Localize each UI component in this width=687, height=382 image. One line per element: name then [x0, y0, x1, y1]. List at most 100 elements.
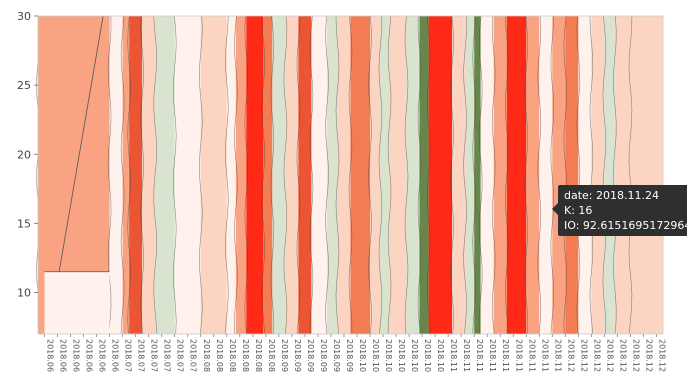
contour-band — [311, 16, 328, 334]
contour-band — [174, 16, 201, 334]
x-tick-label: 2018.11 — [488, 339, 497, 372]
x-tick-label: 2018.11 — [475, 339, 484, 372]
x-tick-label: 2018.08 — [228, 339, 237, 372]
contour-line — [107, 15, 112, 335]
x-tick-label: 2018.09 — [280, 339, 289, 372]
x-tick-label: 2018.09 — [332, 339, 341, 372]
contour-line — [463, 15, 467, 335]
contour-band — [406, 16, 420, 334]
y-tick-label: 10 — [17, 287, 31, 300]
contour-line — [537, 15, 542, 335]
x-tick-label: 2018.07 — [176, 339, 185, 372]
contour-band — [630, 16, 663, 334]
x-tick-label: 2018.10 — [384, 339, 393, 372]
contour-band — [380, 16, 390, 334]
x-tick-label: 2018.10 — [410, 339, 419, 372]
x-tick-label: 2018.10 — [358, 339, 367, 372]
contour-line — [563, 15, 568, 335]
x-tick-label: 2018.12 — [631, 339, 640, 372]
contour-band — [428, 16, 453, 334]
contour-band — [129, 16, 143, 334]
x-tick-label: 2018.11 — [514, 339, 523, 372]
contour-line — [378, 16, 383, 335]
x-tick-label: 2018.08 — [215, 339, 224, 372]
contour-band — [539, 16, 553, 334]
contour-band — [285, 16, 299, 334]
tooltip-date: date: 2018.11.24 — [564, 189, 659, 202]
contour-band — [506, 16, 527, 334]
contour-band — [155, 16, 175, 334]
x-tick-label: 2018.12 — [592, 339, 601, 372]
x-tick-label: 2018.11 — [553, 339, 562, 372]
x-tick-label: 2018.11 — [527, 339, 536, 372]
contour-line — [368, 15, 372, 335]
y-tick-label: 30 — [17, 10, 31, 23]
contour-line — [602, 15, 607, 335]
contour-band — [142, 16, 156, 334]
contour-line — [199, 15, 203, 335]
x-tick-label: 2018.09 — [306, 339, 315, 372]
contour-band — [272, 16, 286, 334]
x-tick-label: 2018.09 — [345, 339, 354, 372]
contour-line — [270, 15, 275, 335]
contour-line — [628, 15, 633, 335]
contour-line — [387, 15, 392, 335]
contour-line — [417, 15, 422, 335]
tooltip-io: IO: 92.61516951729641 — [564, 219, 687, 232]
contour-bottom-region — [44, 271, 110, 334]
contour-band — [591, 16, 605, 334]
contour-band — [419, 16, 429, 334]
contour-line — [153, 15, 158, 335]
tooltip-k: K: 16 — [564, 204, 593, 217]
plot-border — [37, 15, 664, 335]
contour-line — [491, 15, 496, 335]
contour-line — [325, 15, 329, 335]
y-tick-label: 20 — [17, 148, 31, 161]
x-tick-label: 2018.11 — [501, 339, 510, 372]
x-tick-label: 2018.09 — [293, 339, 302, 372]
x-tick-label: 2018.08 — [241, 339, 250, 372]
x-tick-label: 2018.06 — [111, 339, 120, 372]
x-tick-label: 2018.10 — [371, 339, 380, 372]
contour-band — [389, 16, 407, 334]
x-tick-label: 2018.10 — [436, 339, 445, 372]
contour-band — [493, 16, 507, 334]
x-tick-label: 2018.06 — [59, 339, 68, 372]
contour-line — [120, 15, 125, 335]
contour-line — [612, 15, 617, 335]
contour-band — [614, 16, 631, 334]
x-tick-label: 2018.10 — [397, 339, 406, 372]
x-tick-label: 2018.07 — [163, 339, 172, 372]
x-tick-label: 2018.07 — [189, 339, 198, 372]
x-tick-label: 2018.07 — [137, 339, 146, 372]
contour-line — [589, 15, 594, 335]
x-tick-label: 2018.06 — [98, 339, 107, 372]
x-tick-label: 2018.11 — [449, 339, 458, 372]
contour-band — [474, 16, 481, 334]
x-tick-label: 2018.09 — [319, 339, 328, 372]
x-tick-label: 2018.08 — [267, 339, 276, 372]
x-tick-label: 2018.07 — [124, 339, 133, 372]
contour-band — [327, 16, 338, 334]
contour-band — [298, 16, 312, 334]
contour-band — [200, 16, 227, 334]
contour-band — [122, 16, 130, 334]
x-axis: 2018.06 2018.06 2018.06 2018.06 2018.06 2018.… — [44, 334, 666, 372]
contour-line — [404, 15, 409, 335]
x-tick-label: 2018.12 — [605, 339, 614, 372]
x-tick-label: 2018.12 — [566, 339, 575, 372]
contour-line — [283, 15, 288, 335]
contour-band — [226, 16, 236, 334]
contour-line — [427, 15, 431, 335]
contour-line — [550, 15, 555, 335]
contour-line — [234, 15, 238, 335]
contour-band — [263, 16, 273, 334]
contour-line — [127, 15, 131, 335]
contour-band — [350, 16, 371, 334]
contour-band — [480, 16, 494, 334]
x-tick-label: 2018.11 — [462, 339, 471, 372]
contour-band — [465, 16, 475, 334]
contour-band — [604, 16, 615, 334]
x-tick-label: 2018.10 — [423, 339, 432, 372]
